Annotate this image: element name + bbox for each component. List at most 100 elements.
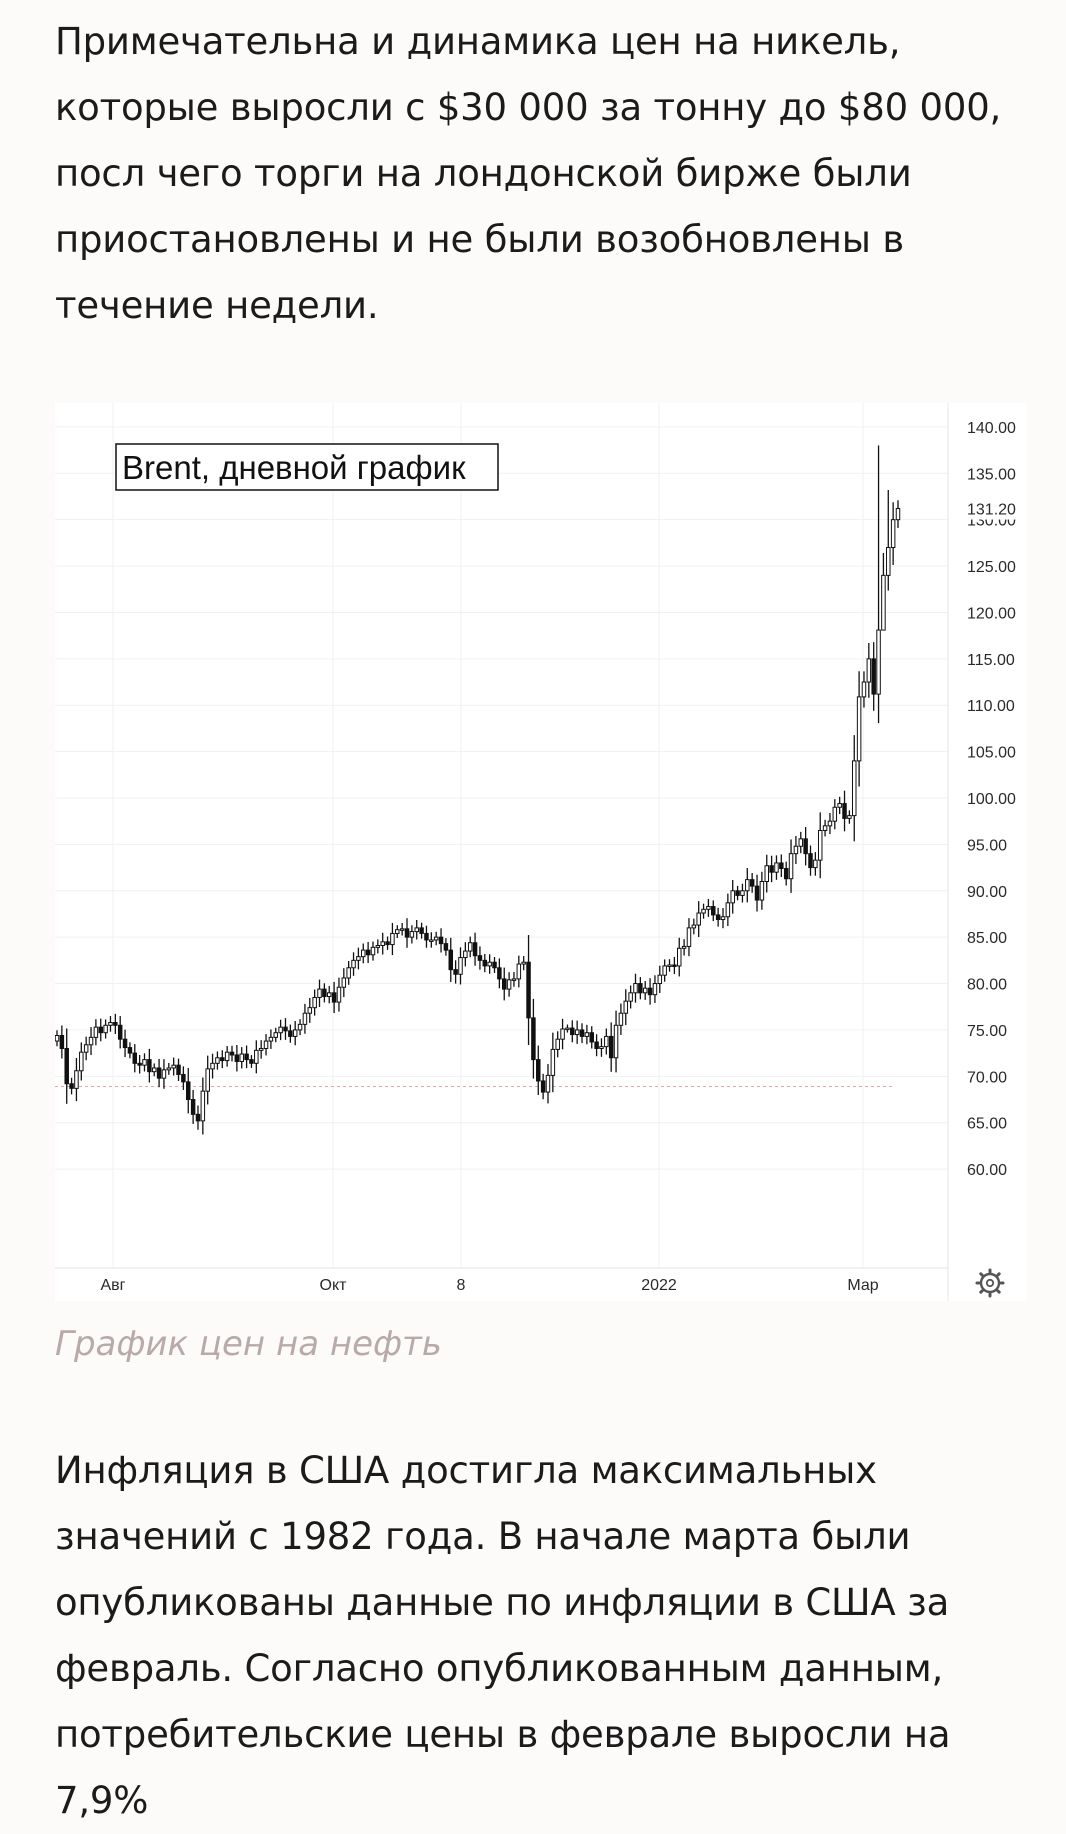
chart-svg: 140.00135.00130.00125.00120.00115.00110.…: [55, 403, 1027, 1301]
candle-body: [200, 1090, 206, 1122]
price-tick-label: 60.00: [967, 1162, 1007, 1179]
price-tick-label: 95.00: [967, 837, 1007, 854]
candle-body: [463, 950, 468, 959]
candle-body: [842, 803, 847, 819]
candle-body: [774, 862, 779, 873]
candle-body: [404, 928, 410, 938]
last-price-label: 131.20: [957, 497, 1027, 520]
candle-body: [98, 1026, 104, 1034]
candle-body: [380, 941, 385, 947]
candle-body: [288, 1030, 293, 1037]
candle-body: [711, 906, 716, 916]
candle-body: [813, 859, 818, 869]
price-tick-label: 135.00: [967, 466, 1016, 483]
candle-body: [890, 519, 896, 549]
candle-body: [618, 1012, 624, 1026]
candle-body: [691, 924, 697, 929]
candle-body: [720, 916, 726, 921]
candle-body: [565, 1027, 570, 1031]
candle-body: [244, 1053, 249, 1061]
candle-body: [837, 803, 842, 808]
candle-body: [356, 956, 361, 961]
candle-body: [856, 696, 862, 762]
candle-body: [351, 959, 356, 969]
candle-body: [608, 1035, 614, 1059]
candle-body: [676, 947, 682, 967]
price-tick-label: 65.00: [967, 1116, 1007, 1133]
candle-body: [458, 957, 463, 975]
candle-body: [453, 969, 458, 975]
candle-body: [117, 1024, 123, 1040]
candle-body: [331, 992, 337, 1003]
candle-body: [550, 1048, 556, 1076]
candle-body: [224, 1051, 230, 1062]
candle-body: [433, 936, 439, 941]
candle-body: [521, 961, 526, 965]
candle-body: [467, 942, 473, 952]
candle-body: [205, 1068, 210, 1092]
candle-body: [681, 945, 687, 949]
chart-settings-button[interactable]: [975, 1268, 1005, 1298]
candle-body: [151, 1067, 157, 1073]
candle-body: [254, 1049, 259, 1064]
candle-body: [764, 865, 769, 882]
price-tick-label: 100.00: [967, 791, 1016, 808]
candle-body: [283, 1026, 288, 1032]
candle-body: [278, 1026, 283, 1034]
candle-body: [540, 1080, 546, 1093]
candle-body: [866, 658, 872, 683]
candle-body: [395, 929, 400, 934]
price-tick-label: 80.00: [967, 977, 1007, 994]
candle-body: [273, 1032, 279, 1038]
candle-body: [307, 1007, 313, 1014]
candle-body: [429, 939, 434, 942]
candle-body: [531, 1017, 536, 1061]
candle-body: [249, 1059, 254, 1064]
candle-body: [506, 979, 512, 990]
candle-body: [122, 1038, 128, 1049]
chart-caption: График цен на нефть: [55, 1324, 442, 1364]
candle-body: [142, 1059, 147, 1066]
candle-body: [672, 964, 677, 967]
candle-body: [638, 983, 643, 994]
price-tick-label: 125.00: [967, 559, 1016, 576]
candle-body: [64, 1047, 69, 1085]
candle-body: [83, 1044, 89, 1053]
candle-body: [570, 1027, 575, 1036]
candle-body: [584, 1032, 590, 1037]
candle-body: [127, 1047, 133, 1054]
candle-body: [492, 961, 497, 969]
candle-body: [156, 1067, 162, 1079]
intro-paragraph: Примечательна и динамика цен на никель, …: [55, 20, 1002, 327]
candle-body: [876, 629, 881, 695]
price-tick-label: 110.00: [967, 698, 1015, 715]
candle-body: [788, 853, 794, 880]
candle-body: [234, 1054, 240, 1062]
candle-body: [390, 932, 395, 946]
candle-body: [730, 890, 735, 904]
candle-body: [798, 838, 804, 847]
candle-body: [560, 1028, 565, 1040]
candle-body: [686, 927, 692, 947]
candle-body: [793, 845, 799, 855]
candle-body: [642, 987, 648, 994]
candle-body: [268, 1036, 274, 1042]
candle-body: [132, 1052, 138, 1064]
time-tick-label: Авг: [100, 1277, 125, 1294]
time-tick-label: 2022: [641, 1277, 677, 1294]
time-tick-label: Мар: [847, 1277, 878, 1294]
candle-body: [312, 996, 317, 1009]
candle-body: [881, 574, 886, 631]
candle-body: [803, 838, 808, 855]
candle-body: [195, 1113, 201, 1122]
candle-body: [895, 508, 901, 521]
time-axis-labels: Авг Окт 8 2022 Мар: [100, 1277, 878, 1294]
candle-body: [822, 825, 828, 831]
candle-body: [647, 987, 653, 996]
candle-body: [769, 865, 774, 873]
candle-body: [783, 868, 789, 880]
candle-body: [186, 1081, 191, 1101]
candle-body: [817, 829, 823, 861]
candle-body: [633, 983, 638, 994]
chart-title: Brent, дневной график: [122, 449, 466, 486]
